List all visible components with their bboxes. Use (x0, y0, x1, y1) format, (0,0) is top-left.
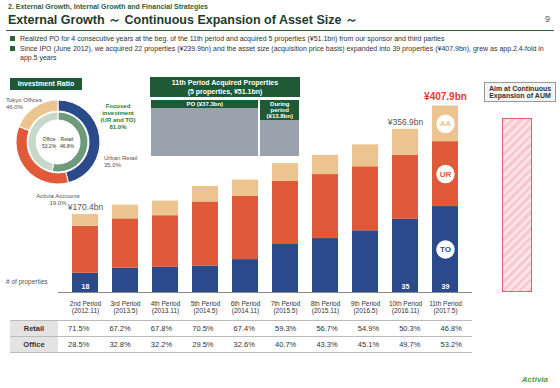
html-text:Investment Ratio: Investment Ratio (17, 80, 75, 87)
html-text:Activia: Activia (521, 375, 548, 384)
html-text:67.2%: 67.2% (109, 324, 131, 333)
svg-text:53.2%: 53.2% (42, 143, 57, 149)
html-text:53.2%: 53.2% (440, 340, 462, 349)
html-text:67.8%: 67.8% (150, 324, 173, 333)
svg-text:Tokyo Offices46.0%: Tokyo Offices46.0% (6, 97, 42, 110)
html-text:2. External Growth, Internal G: 2. External Growth, Internal Growth and … (8, 3, 208, 10)
svg-text:¥356.9bn: ¥356.9bn (387, 117, 424, 127)
html-text:11th Period Acquired Propertie: 11th Period Acquired Properties (171, 79, 279, 86)
svg-text:AA: AA (440, 119, 452, 128)
html-text:46.8%: 46.8% (440, 324, 462, 333)
svg-text:10th Period(2016.11): 10th Period(2016.11) (389, 300, 423, 315)
html-text:54.9%: 54.9% (357, 324, 380, 333)
html-text:70.5%: 70.5% (192, 324, 214, 333)
svg-text:4th Period(2013.11): 4th Period(2013.11) (151, 300, 181, 315)
html-text:28.5%: 28.5% (68, 340, 90, 349)
svg-text:Focusedinvestment(UR and TO)81: Focusedinvestment(UR and TO)81.0% (101, 103, 136, 130)
svg-text:¥407.9bn: ¥407.9bn (424, 91, 467, 102)
svg-text:Retail: Retail (61, 136, 74, 142)
svg-text:Urban Retail35.0%: Urban Retail35.0% (104, 155, 137, 168)
html-text:29.5%: 29.5% (192, 340, 214, 349)
html-text:PO (¥37.3bn): PO (¥37.3bn) (186, 101, 224, 107)
html-text:71.5%: 71.5% (68, 324, 90, 333)
svg-text:Activia Accounts19.0%: Activia Accounts19.0% (36, 193, 80, 206)
html-text:50.3%: 50.3% (399, 324, 421, 333)
html-text:Realized PO for 4 consecutive: Realized PO for 4 consecutive years at t… (20, 35, 445, 42)
svg-text:8th Period(2015.11): 8th Period(2015.11) (311, 300, 341, 315)
html-text:49.7%: 49.7% (399, 340, 421, 349)
html-text:40.7%: 40.7% (275, 340, 297, 349)
svg-text:3rd Period(2013.5): 3rd Period(2013.5) (111, 300, 141, 315)
html-text:Retail: Retail (23, 324, 45, 333)
svg-text:35: 35 (402, 283, 410, 290)
svg-text:UR: UR (440, 170, 452, 179)
svg-text:18: 18 (82, 283, 90, 290)
html-text:32.2%: 32.2% (150, 340, 173, 349)
svg-text:¥170.4bn: ¥170.4bn (67, 202, 104, 212)
html-text:67.4%: 67.4% (233, 324, 255, 333)
html-text:32.6%: 32.6% (233, 340, 255, 349)
svg-text:5th Period(2014.5): 5th Period(2014.5) (191, 300, 221, 315)
html-text:56.7%: 56.7% (316, 324, 338, 333)
html-text:# of properties: # of properties (6, 278, 48, 285)
html-text:During period (¥13.8bn): During period (¥13.8bn) (266, 101, 293, 119)
html-text:59.3%: 59.3% (275, 324, 297, 333)
html-text:Aim at Continuous Expansion of: Aim at Continuous Expansion of AUM (488, 85, 552, 99)
svg-text:6th Period(2014.11): 6th Period(2014.11) (231, 300, 261, 315)
html-text:(5 properties, ¥51.1bn): (5 properties, ¥51.1bn) (187, 88, 263, 95)
svg-text:46.8%: 46.8% (60, 143, 75, 149)
html-text:Office: Office (23, 340, 45, 349)
svg-text:9th Period(2016.5): 9th Period(2016.5) (351, 300, 381, 315)
svg-text:Office: Office (43, 136, 56, 142)
svg-text:7th Period(2015.5): 7th Period(2015.5) (271, 300, 301, 315)
svg-text:11th Period(2017.5): 11th Period(2017.5) (429, 300, 462, 315)
html-text:43.3%: 43.3% (316, 340, 338, 349)
html-text:45.1%: 45.1% (357, 340, 380, 349)
svg-text:39: 39 (442, 283, 450, 290)
html-text:9: 9 (545, 14, 550, 24)
html-text:Since IPO (June 2012), we acqu: Since IPO (June 2012), we acquired 22 pr… (20, 45, 544, 61)
html-text:32.8%: 32.8% (109, 340, 131, 349)
svg-text:TO: TO (440, 245, 451, 254)
html-text:External Growth ～ Continuous E: External Growth ～ Continuous Expansion o… (8, 13, 358, 27)
svg-text:2nd Period(2012.11): 2nd Period(2012.11) (70, 300, 102, 315)
